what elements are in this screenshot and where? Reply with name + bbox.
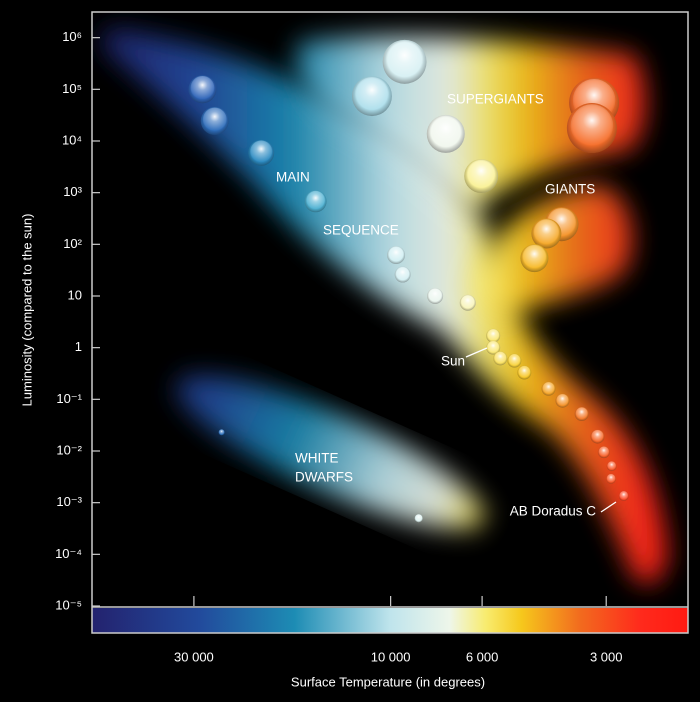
y-tick-label: 10⁶: [62, 29, 82, 44]
star-highlight: [607, 461, 616, 470]
annotation: Sun: [441, 354, 465, 369]
color-bar: [92, 608, 688, 633]
annotation: DWARFS: [295, 470, 353, 485]
main-sequence-region: [100, 28, 668, 585]
star-highlight: [533, 219, 560, 245]
star-highlight: [395, 266, 410, 281]
star-highlight: [354, 77, 389, 112]
frame: [91, 11, 689, 634]
star-highlight: [190, 76, 215, 100]
x-tick-label: 10 000: [371, 649, 411, 664]
star-highlight: [570, 104, 614, 147]
star-highlight: [508, 354, 521, 366]
star-highlight: [619, 491, 629, 500]
star-highlight: [575, 407, 588, 420]
star-highlight: [385, 40, 424, 79]
star-highlight: [556, 394, 569, 406]
y-tick-label: 10⁻³: [56, 494, 82, 509]
white-dwarf-region: [175, 375, 485, 529]
star-highlight: [415, 514, 423, 522]
star-highlight: [591, 429, 604, 442]
y-tick-label: 10⁻²: [56, 442, 82, 457]
star-highlight: [518, 365, 531, 378]
x-tick-label: 30 000: [174, 649, 214, 664]
annotation: MAIN: [276, 170, 310, 185]
star-highlight: [306, 190, 325, 210]
star-highlight: [606, 474, 616, 483]
x-axis-title: Surface Temperature (in degrees): [291, 674, 485, 689]
annotation: SUPERGIANTS: [447, 92, 544, 107]
y-tick-label: 10⁵: [62, 81, 82, 96]
star-highlight: [250, 140, 273, 163]
y-tick-label: 10: [68, 287, 82, 302]
star-highlight: [219, 429, 225, 435]
star-highlight: [487, 341, 500, 353]
annotation: GIANTS: [545, 182, 595, 197]
y-tick-label: 10³: [63, 184, 82, 199]
ab-doradus-arrow: [600, 501, 617, 513]
star-highlight: [598, 446, 609, 457]
y-tick-label: 10⁴: [62, 132, 82, 147]
y-tick-label: 10⁻⁴: [55, 546, 82, 561]
annotation: SEQUENCE: [323, 223, 399, 238]
star-highlight: [542, 382, 555, 395]
y-tick-label: 10⁻¹: [56, 391, 82, 406]
sun-arrow: [465, 347, 488, 358]
stars: [188, 39, 629, 523]
giant-region: [470, 185, 632, 320]
labels: 10⁻⁵ 10⁻⁴ 10⁻³ 10⁻² 10⁻¹ 1 10 10² 10³ 10⁴ 10⁵ 10⁶ 30…: [55, 29, 622, 664]
y-tick-label: 1: [75, 339, 82, 354]
y-axis-title: Luminosity (compared to the sun): [19, 214, 34, 407]
annotation: AB Doradus C: [510, 504, 597, 519]
annotation: WHITE: [295, 451, 339, 466]
star-highlight: [487, 329, 500, 342]
y-tick-label: 10⁻⁵: [55, 597, 82, 612]
star-highlight: [466, 159, 496, 189]
star-highlight: [388, 246, 404, 262]
star-highlight: [429, 115, 462, 149]
y-tick-label: 10²: [63, 236, 82, 251]
star-highlight: [202, 107, 227, 132]
star-highlight: [460, 295, 475, 309]
star-highlight: [522, 244, 547, 269]
x-tick-label: 6 000: [466, 649, 499, 664]
star-highlight: [494, 351, 507, 364]
star-highlight: [428, 288, 442, 302]
x-tick-label: 3 000: [590, 649, 623, 664]
ticks: [92, 37, 607, 607]
